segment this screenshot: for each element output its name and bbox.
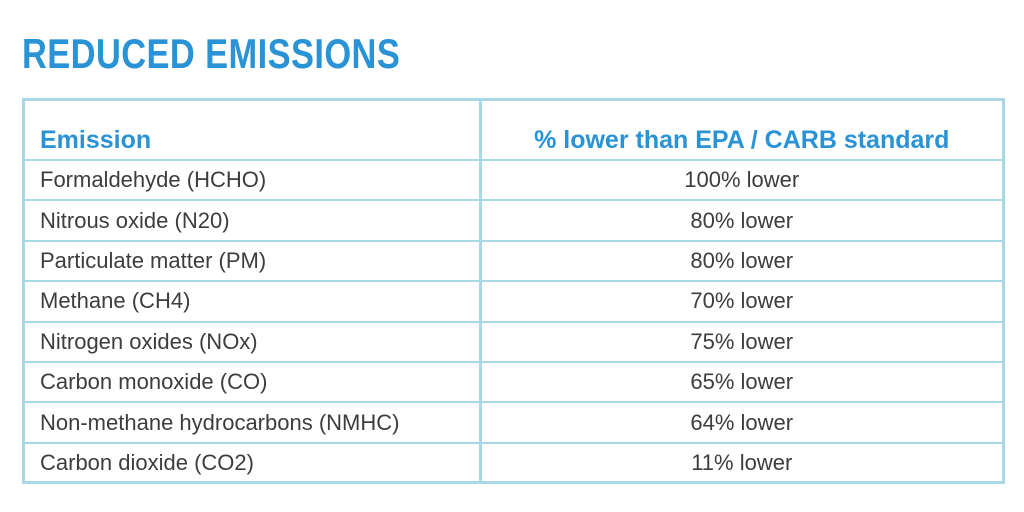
emission-name: Nitrous oxide (N20) bbox=[25, 200, 480, 242]
emission-value: 80% lower bbox=[478, 240, 1002, 283]
table-row: Particulate matter (PM) 80% lower bbox=[25, 240, 1002, 283]
emission-value: 75% lower bbox=[478, 321, 1002, 363]
table-header-row: Emission % lower than EPA / CARB standar… bbox=[25, 101, 1002, 161]
emission-value: 65% lower bbox=[478, 361, 1002, 404]
emission-name: Nitrogen oxides (NOx) bbox=[25, 321, 480, 363]
emission-value: 70% lower bbox=[478, 281, 1002, 323]
emission-value: 100% lower bbox=[478, 160, 1002, 202]
table-row: Nitrous oxide (N20) 80% lower bbox=[25, 200, 1002, 242]
header-emission: Emission bbox=[25, 101, 480, 161]
emissions-table: Emission % lower than EPA / CARB standar… bbox=[25, 101, 1002, 484]
emission-name: Carbon monoxide (CO) bbox=[25, 361, 480, 404]
page-title: REDUCED EMISSIONS bbox=[22, 30, 401, 77]
emission-value: 11% lower bbox=[478, 442, 1002, 484]
emission-name: Carbon dioxide (CO2) bbox=[40, 450, 254, 476]
table-row: Carbon dioxide (CO2) 11% lower bbox=[25, 442, 1002, 484]
table-row: Carbon monoxide (CO) 65% lower bbox=[25, 361, 1002, 404]
emission-value: 80% lower bbox=[478, 200, 1002, 242]
table-row: Non-methane hydrocarbons (NMHC) 64% lowe… bbox=[25, 402, 1002, 444]
emissions-table-frame: Emission % lower than EPA / CARB standar… bbox=[22, 98, 1005, 484]
header-percent-lower: % lower than EPA / CARB standard bbox=[478, 101, 1002, 161]
emission-name: Non-methane hydrocarbons (NMHC) bbox=[25, 402, 480, 444]
emission-name: Formaldehyde (HCHO) bbox=[25, 160, 480, 202]
table-row: Nitrogen oxides (NOx) 75% lower bbox=[25, 321, 1002, 363]
emission-name: Methane (CH4) bbox=[25, 281, 480, 323]
table-row: Formaldehyde (HCHO) 100% lower bbox=[25, 160, 1002, 202]
table-row: Methane (CH4) 70% lower bbox=[25, 281, 1002, 323]
emission-name: Particulate matter (PM) bbox=[25, 240, 480, 283]
emission-value: 64% lower bbox=[478, 402, 1002, 444]
